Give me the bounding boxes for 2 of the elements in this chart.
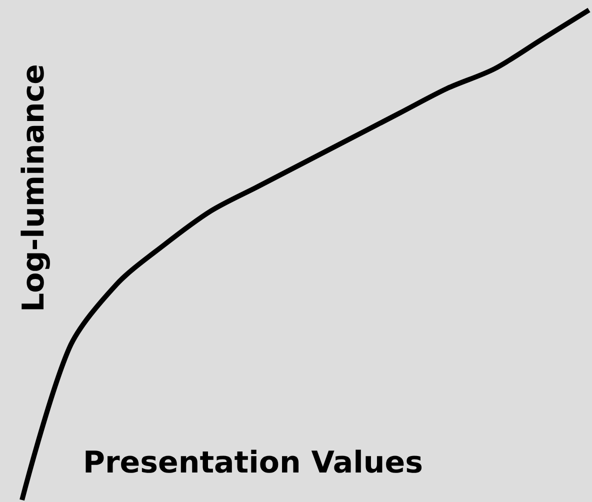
x-axis-title: Presentation Values (83, 446, 423, 480)
y-axis-title: Log-luminance (16, 64, 52, 312)
